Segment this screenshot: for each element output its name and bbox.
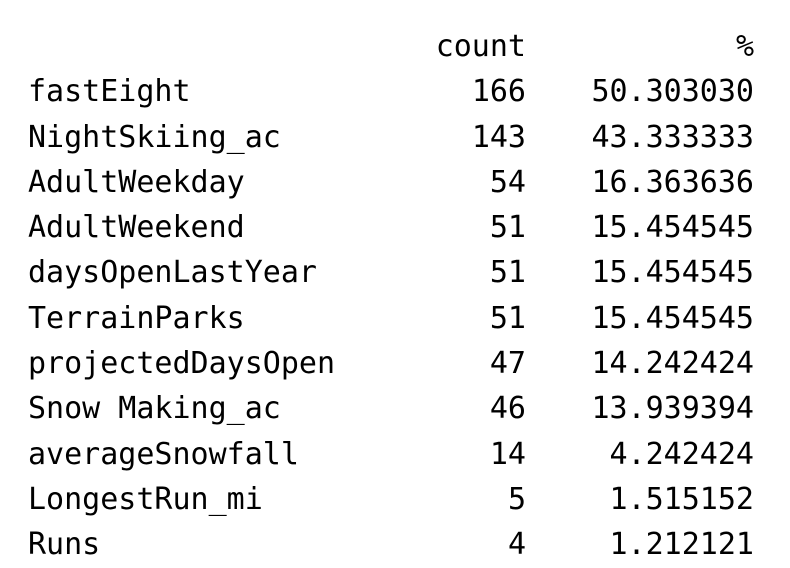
table-row: AdultWeekend 51 15.454545: [28, 205, 754, 250]
table-row: Runs 4 1.212121: [28, 522, 754, 567]
percent-cell: 1.515152: [609, 481, 755, 517]
percent-cell: 1.212121: [609, 527, 755, 563]
index-header: [28, 24, 398, 69]
row-label: AdultWeekend: [28, 210, 245, 246]
table-row: AdultWeekday 54 16.363636: [28, 160, 754, 205]
count-cell: 47: [489, 346, 526, 382]
table-row: fastEight 166 50.303030: [28, 69, 754, 114]
row-label: projectedDaysOpen: [28, 346, 336, 382]
count-cell: 14: [489, 436, 526, 472]
row-label: daysOpenLastYear: [28, 255, 317, 291]
count-cell: 143: [471, 119, 526, 155]
row-label: LongestRun_mi: [28, 481, 263, 517]
count-cell: 51: [489, 300, 526, 336]
column-header-count: count: [435, 29, 526, 64]
table-header-row: count %: [28, 24, 754, 69]
table-row: Snow Making_ac 46 13.939394: [28, 386, 754, 431]
table-row: projectedDaysOpen 47 14.242424: [28, 341, 754, 386]
count-cell: 166: [471, 74, 526, 110]
column-header-percent: %: [735, 29, 754, 64]
row-label: TerrainParks: [28, 300, 245, 336]
row-label: fastEight: [28, 74, 191, 110]
table-row: averageSnowfall 14 4.242424: [28, 432, 754, 477]
table-row: NightSkiing_ac 143 43.333333: [28, 115, 754, 160]
row-label: AdultWeekday: [28, 164, 245, 200]
percent-cell: 15.454545: [591, 300, 754, 336]
count-cell: 51: [489, 210, 526, 246]
percent-cell: 14.242424: [591, 346, 754, 382]
row-label: NightSkiing_ac: [28, 119, 281, 155]
row-label: Runs: [28, 527, 101, 563]
percent-cell: 13.939394: [591, 391, 754, 427]
count-cell: 5: [507, 481, 526, 517]
percent-cell: 16.363636: [591, 164, 754, 200]
percent-cell: 15.454545: [591, 255, 754, 291]
table-row: TerrainParks 51 15.454545: [28, 296, 754, 341]
count-cell: 51: [489, 255, 526, 291]
percent-cell: 50.303030: [591, 74, 754, 110]
table-row: LongestRun_mi 5 1.515152: [28, 477, 754, 522]
row-label: averageSnowfall: [28, 436, 299, 472]
percent-cell: 15.454545: [591, 210, 754, 246]
missing-values-table: count % fastEight 166 50.303030 NightSki…: [28, 24, 754, 568]
count-cell: 54: [489, 164, 526, 200]
count-cell: 46: [489, 391, 526, 427]
percent-cell: 43.333333: [591, 119, 754, 155]
count-cell: 4: [507, 527, 526, 563]
row-label: Snow Making_ac: [28, 391, 281, 427]
table-row: daysOpenLastYear 51 15.454545: [28, 250, 754, 295]
percent-cell: 4.242424: [609, 436, 755, 472]
